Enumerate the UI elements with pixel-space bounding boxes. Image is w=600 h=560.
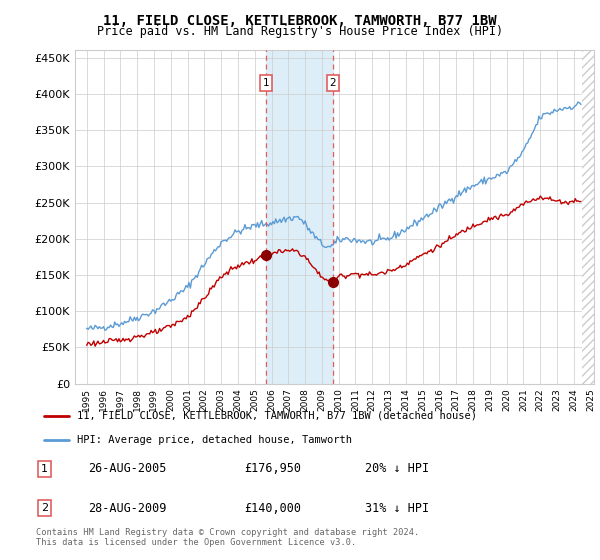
Text: 28-AUG-2009: 28-AUG-2009: [88, 502, 167, 515]
Text: £140,000: £140,000: [245, 502, 302, 515]
Text: £176,950: £176,950: [245, 463, 302, 475]
Text: 11, FIELD CLOSE, KETTLEBROOK, TAMWORTH, B77 1BW (detached house): 11, FIELD CLOSE, KETTLEBROOK, TAMWORTH, …: [77, 410, 477, 421]
Text: HPI: Average price, detached house, Tamworth: HPI: Average price, detached house, Tamw…: [77, 435, 352, 445]
Text: 2: 2: [329, 78, 336, 88]
Text: 20% ↓ HPI: 20% ↓ HPI: [365, 463, 430, 475]
Text: 1: 1: [262, 78, 269, 88]
Text: 2: 2: [41, 503, 48, 513]
Text: 26-AUG-2005: 26-AUG-2005: [88, 463, 167, 475]
Text: 1: 1: [41, 464, 48, 474]
Bar: [582, 43, 599, 384]
Text: 11, FIELD CLOSE, KETTLEBROOK, TAMWORTH, B77 1BW: 11, FIELD CLOSE, KETTLEBROOK, TAMWORTH, …: [103, 14, 497, 28]
Text: Price paid vs. HM Land Registry's House Price Index (HPI): Price paid vs. HM Land Registry's House …: [97, 25, 503, 38]
Bar: [266, 50, 333, 384]
Text: 31% ↓ HPI: 31% ↓ HPI: [365, 502, 430, 515]
Text: Contains HM Land Registry data © Crown copyright and database right 2024.
This d: Contains HM Land Registry data © Crown c…: [36, 528, 419, 547]
